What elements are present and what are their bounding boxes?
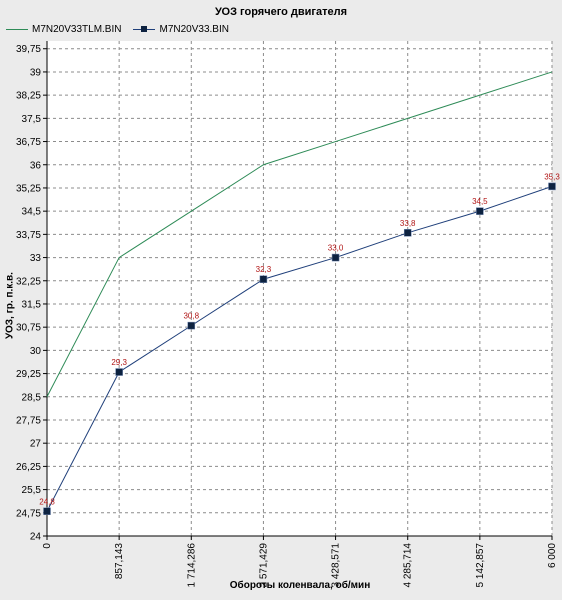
y-tick-label: 26,25 [16, 462, 41, 473]
series-2-point [476, 207, 484, 215]
series-2-point [115, 368, 123, 376]
y-tick-label: 39 [30, 67, 42, 78]
legend-label-series-2: M7N20V33.BIN [159, 23, 229, 35]
series-2-data-label: 32,3 [256, 265, 272, 274]
series-2-line [46, 185, 553, 512]
x-tick-label: 4 285,714 [403, 543, 414, 588]
series-2-point [259, 275, 268, 283]
legend-item-series-1: M7N20V33TLM.BIN [6, 24, 121, 35]
y-tick-label: 36,75 [16, 137, 41, 148]
y-tick-label: 32,25 [16, 276, 41, 287]
series-2-point [331, 253, 340, 262]
x-tick-label: 5 142,857 [475, 543, 486, 588]
plot-background [47, 41, 552, 536]
y-tick-label: 30,75 [16, 323, 41, 334]
legend: M7N20V33TLM.BIN M7N20V33.BIN [6, 22, 229, 36]
legend-item-series-2: M7N20V33.BIN [133, 23, 229, 35]
y-tick-label: 33,75 [16, 230, 41, 241]
y-tick-label: 28,5 [22, 392, 42, 403]
y-tick-label: 30 [30, 346, 42, 357]
series-2-data-label: 30,8 [183, 312, 199, 321]
legend-swatch-series-1 [6, 24, 28, 34]
y-tick-label: 27 [30, 439, 42, 450]
x-tick-label: 2 571,429 [258, 543, 269, 588]
x-tick-label: 6 000 [547, 543, 558, 568]
series-2-point [403, 229, 412, 237]
y-tick-label: 33 [30, 253, 42, 264]
y-tick-label: 37,5 [22, 114, 42, 125]
y-tick-label: 36 [30, 160, 42, 171]
series-2-data-label: 35,3 [544, 172, 560, 181]
series-2-data-label: 29,3 [111, 358, 127, 367]
series-2-point [187, 321, 196, 330]
x-tick-label: 857,143 [114, 543, 125, 580]
x-axis-label: Обороты коленвала, об/мин [229, 580, 371, 591]
legend-swatch-series-2 [133, 24, 156, 34]
x-tick-label: 1 714,286 [186, 543, 197, 588]
series-2-data-label: 24,8 [39, 497, 55, 506]
chart-title: УОЗ горячего двигателя [214, 6, 348, 18]
y-tick-label: 39,75 [16, 44, 41, 55]
x-tick-label: 0 [42, 543, 53, 549]
legend-label-series-1: M7N20V33TLM.BIN [32, 23, 122, 35]
series-2-point [548, 182, 556, 191]
y-tick-label: 38,25 [16, 91, 41, 102]
y-tick-label: 24,75 [16, 508, 41, 519]
series-2-data-label: 33,8 [400, 219, 416, 228]
y-tick-label: 31,5 [22, 299, 42, 310]
y-tick-label: 35,25 [16, 183, 41, 194]
y-tick-label: 29,25 [16, 369, 41, 380]
series-2-data-label: 33,0 [328, 244, 344, 253]
series-1-line [46, 71, 553, 398]
y-tick-label: 27,75 [16, 415, 41, 426]
y-tick-label: 24 [30, 532, 42, 543]
y-tick-label: 34,5 [22, 207, 42, 218]
series-2-point [43, 507, 51, 515]
series-2-data-label: 34,5 [472, 197, 488, 206]
x-tick-label: 3 428,571 [331, 543, 342, 588]
y-tick-label: 25,5 [22, 485, 42, 496]
